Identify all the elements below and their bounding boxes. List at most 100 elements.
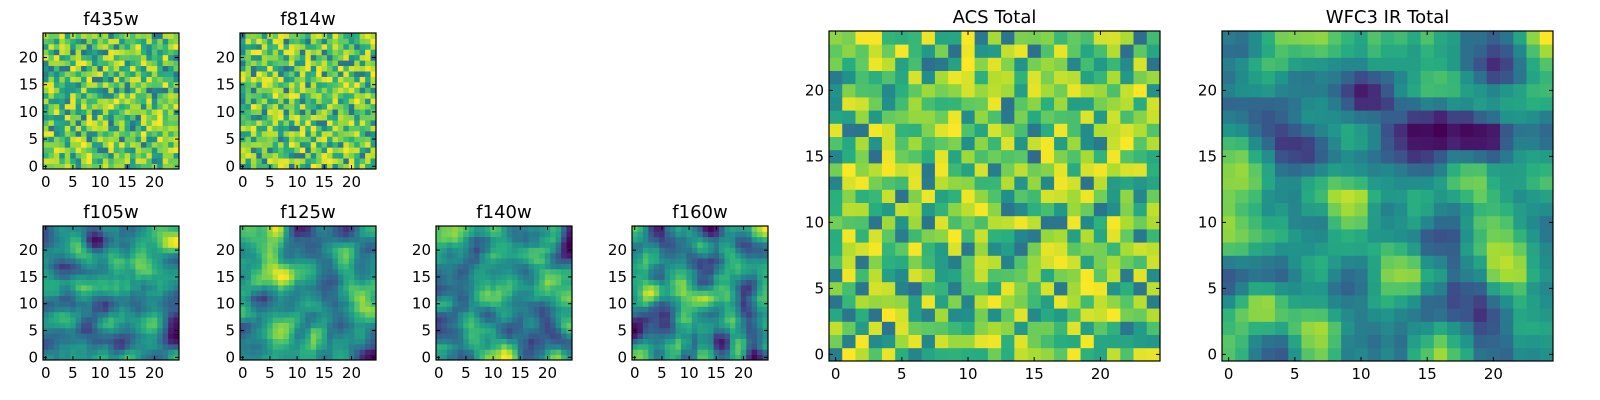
heatmap-cell — [283, 354, 290, 361]
heatmap-cell — [1093, 83, 1108, 98]
heatmap-cell — [157, 76, 164, 83]
heatmap-cell — [653, 301, 660, 307]
heatmap-cell — [53, 306, 60, 313]
heatmap-cell — [256, 98, 263, 105]
heatmap-cell — [697, 226, 704, 232]
heatmap-cell — [921, 44, 936, 58]
heatmap-cell — [261, 98, 268, 105]
heatmap-cell — [354, 301, 361, 307]
heatmap-cell — [517, 306, 524, 313]
heatmap-cell — [523, 242, 529, 248]
heatmap-cell — [278, 333, 284, 339]
heatmap-cell — [343, 109, 350, 115]
heatmap-cell — [1526, 176, 1541, 190]
heatmap-cell — [463, 242, 470, 248]
heatmap-cell — [1133, 83, 1148, 98]
heatmap-cell — [987, 97, 1002, 111]
heatmap-cell — [1080, 202, 1095, 217]
heatmap-cell — [135, 236, 142, 243]
heatmap-cell — [1407, 189, 1421, 203]
heatmap-cell — [272, 226, 279, 232]
heatmap-cell — [327, 109, 333, 115]
heatmap-cell — [1054, 97, 1068, 111]
heatmap-cell — [637, 343, 644, 350]
heatmap-cell — [91, 33, 98, 39]
heatmap-cell — [294, 268, 301, 275]
heatmap-cell — [135, 252, 142, 259]
heatmap-cell — [299, 141, 306, 148]
heatmap-cell — [881, 308, 896, 322]
heatmap-cell — [740, 317, 747, 323]
heatmap-cell — [757, 284, 763, 291]
heatmap-cell — [168, 268, 174, 275]
heatmap-cell — [316, 349, 322, 356]
heatmap-cell — [332, 81, 339, 88]
heatmap-cell — [310, 103, 317, 110]
heatmap-cell — [1080, 281, 1095, 296]
heatmap-cell — [240, 263, 246, 270]
heatmap-cell — [70, 247, 77, 254]
heatmap-cell — [1248, 202, 1263, 217]
heatmap-cell — [130, 103, 136, 110]
heatmap-cell — [86, 327, 93, 334]
heatmap-cell — [1093, 149, 1108, 164]
heatmap-cell — [881, 149, 896, 164]
heatmap-cell — [310, 236, 317, 243]
heatmap-cell — [81, 327, 87, 334]
heatmap-cell — [1500, 308, 1514, 322]
heatmap-cell — [365, 226, 371, 232]
heatmap-cell — [680, 290, 687, 297]
heatmap-cell — [321, 87, 328, 94]
heatmap-cell — [517, 317, 524, 323]
heatmap-cell — [987, 321, 1002, 335]
heatmap-cell — [70, 258, 77, 264]
heatmap-cell — [75, 317, 82, 323]
heatmap-cell — [261, 338, 268, 345]
heatmap-cell — [708, 354, 714, 361]
heatmap-cell — [135, 322, 142, 329]
heatmap-cell — [48, 71, 55, 77]
heatmap-cell — [479, 311, 486, 318]
heatmap-cell — [506, 284, 513, 291]
heatmap-cell — [75, 290, 82, 297]
heatmap-cell — [653, 322, 660, 329]
heatmap-cell — [75, 65, 82, 72]
heatmap-cell — [327, 60, 333, 67]
heatmap-cell — [452, 327, 459, 334]
heatmap-cell — [146, 125, 153, 132]
heatmap-cell — [724, 268, 731, 275]
heatmap-cell — [365, 87, 371, 94]
heatmap-cell — [91, 43, 98, 50]
heatmap-cell — [48, 231, 55, 238]
heatmap-cell — [119, 327, 125, 334]
heatmap-cell — [370, 141, 377, 148]
heatmap-cell — [53, 236, 60, 243]
heatmap-cell — [842, 334, 856, 349]
heatmap-cell — [173, 290, 180, 297]
heatmap-cell — [337, 236, 344, 243]
heatmap-cell — [261, 295, 268, 302]
y-tick-label: 0 — [225, 157, 235, 175]
heatmap-cell — [1407, 163, 1421, 177]
heatmap-cell — [91, 343, 98, 350]
heatmap-cell — [934, 136, 949, 151]
heatmap-cell — [119, 136, 125, 143]
heatmap-cell — [468, 327, 475, 334]
heatmap-cell — [702, 301, 709, 307]
heatmap-cell — [113, 279, 120, 286]
heatmap-cell — [441, 317, 448, 323]
heatmap-cell — [365, 125, 371, 132]
heatmap-cell — [365, 252, 371, 259]
x-tick-label: 10 — [91, 364, 110, 382]
heatmap-cell — [365, 317, 371, 323]
heatmap-cell — [272, 92, 279, 99]
heatmap-cell — [528, 338, 535, 345]
heatmap-cell — [86, 338, 93, 345]
heatmap-cell — [446, 226, 453, 232]
heatmap-cell — [119, 152, 125, 159]
heatmap-cell — [162, 284, 169, 291]
heatmap-cell — [146, 268, 153, 275]
heatmap-cell — [168, 92, 174, 99]
heatmap-cell — [140, 317, 147, 323]
heatmap-cell — [474, 354, 480, 361]
